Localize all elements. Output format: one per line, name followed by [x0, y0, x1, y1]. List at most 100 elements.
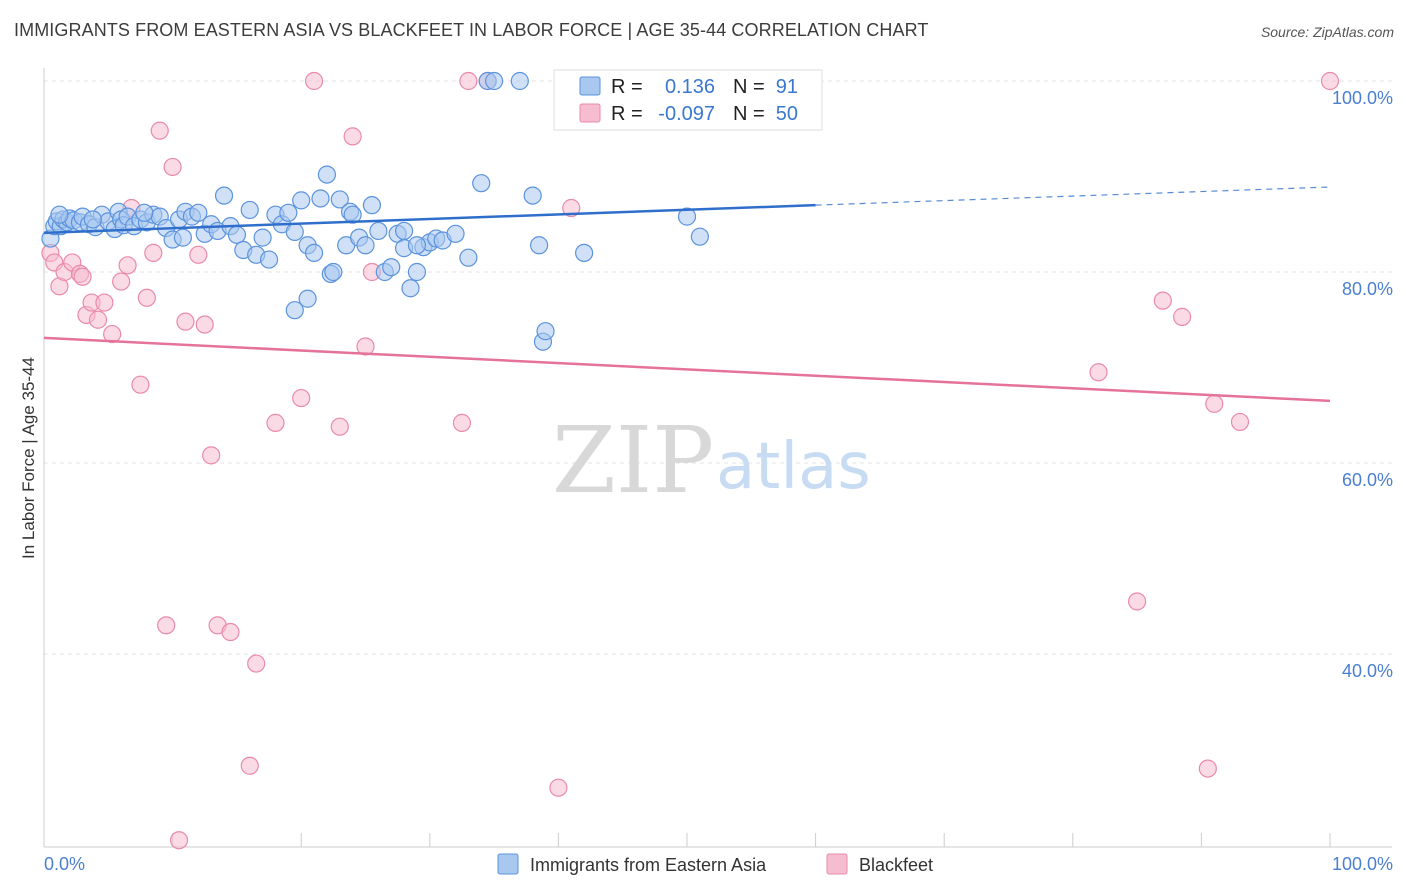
stats-n-value-pink: 50 — [776, 103, 798, 125]
eastern-asia-point-51 — [324, 262, 343, 282]
blackfeet-point-17 — [150, 121, 169, 140]
blackfeet-point-31 — [304, 71, 324, 91]
x-tick-label-max: 100.0% — [1332, 854, 1393, 874]
blackfeet-point-15 — [137, 288, 156, 307]
blackfeet-point-10 — [103, 324, 122, 344]
eastern-asia-point-47 — [304, 243, 324, 262]
y-tick-label-3: 40.0% — [1342, 661, 1393, 681]
blackfeet-point-28 — [247, 654, 266, 673]
blackfeet-point-12 — [118, 256, 137, 275]
blackfeet-point-9 — [95, 293, 114, 312]
blackfeet-point-20 — [169, 831, 189, 850]
blackfeet-point-16 — [144, 243, 163, 262]
stats-swatch-pink — [579, 103, 601, 123]
blackfeet-point-33 — [343, 127, 362, 146]
blackfeet-point-21 — [176, 312, 195, 331]
eastern-asia-point-84 — [298, 289, 317, 308]
blackfeet-point-39 — [549, 778, 568, 797]
trend-line-eastern-asia — [43, 203, 816, 235]
eastern-asia-points — [41, 71, 709, 351]
eastern-asia-point-72 — [472, 174, 491, 193]
eastern-asia-point-37 — [240, 200, 259, 220]
eastern-asia-point-75 — [510, 71, 529, 91]
eastern-asia-point-71 — [459, 248, 478, 267]
eastern-asia-point-44 — [285, 222, 304, 241]
stats-n-label-pink: N = — [733, 103, 765, 125]
stats-r-value-pink: -0.097 — [658, 103, 715, 125]
eastern-asia-point-89 — [173, 228, 192, 247]
blackfeet-point-45 — [1198, 759, 1217, 778]
blackfeet-point-23 — [195, 315, 214, 334]
blackfeet-point-34 — [356, 337, 375, 356]
blackfeet-point-11 — [112, 272, 131, 291]
eastern-asia-point-70 — [446, 224, 465, 243]
eastern-asia-point-39 — [253, 228, 272, 247]
blackfeet-point-29 — [266, 413, 285, 432]
stats-r-value-blue: 0.136 — [665, 76, 715, 98]
grid-layer — [44, 80, 1392, 655]
blackfeet-point-47 — [1230, 412, 1250, 432]
y-tick-label-1: 80.0% — [1342, 279, 1393, 299]
eastern-asia-point-35 — [227, 225, 246, 244]
legend-label-blackfeet[interactable]: Blackfeet — [859, 855, 933, 875]
blackfeet-point-43 — [1153, 291, 1172, 310]
y-tick-labels: 100.0% 80.0% 60.0% 40.0% — [1332, 88, 1393, 681]
blackfeet-point-32 — [330, 417, 349, 436]
legend-swatch-eastern-asia[interactable] — [497, 853, 519, 875]
blackfeet-point-36 — [452, 413, 472, 432]
eastern-asia-point-87 — [83, 210, 102, 229]
eastern-asia-point-86 — [407, 236, 427, 255]
blackfeet-point-30 — [292, 388, 311, 408]
stats-n-value-blue: 91 — [776, 76, 798, 98]
eastern-asia-point-40 — [259, 250, 279, 269]
watermark: ZIP atlas — [552, 407, 871, 514]
eastern-asia-point-64 — [401, 279, 420, 298]
blackfeet-point-37 — [459, 71, 478, 91]
eastern-asia-point-48 — [311, 189, 330, 208]
eastern-asia-point-49 — [317, 165, 337, 184]
blackfeet-point-46 — [1205, 394, 1224, 413]
watermark-atlas: atlas — [716, 430, 871, 504]
blackfeet-point-19 — [163, 157, 182, 177]
eastern-asia-point-45 — [292, 191, 311, 210]
eastern-asia-point-29 — [189, 203, 208, 222]
eastern-asia-point-55 — [343, 205, 362, 224]
chart-title: IMMIGRANTS FROM EASTERN ASIA VS BLACKFEE… — [14, 20, 929, 40]
eastern-asia-point-80 — [575, 243, 594, 262]
eastern-asia-point-79 — [536, 322, 555, 341]
blackfeet-point-24 — [202, 446, 221, 465]
stats-r-label-pink: R = — [611, 103, 643, 125]
blackfeet-point-8 — [88, 310, 108, 329]
blackfeet-point-49 — [73, 267, 92, 286]
stats-swatch-blue — [579, 76, 601, 96]
blackfeet-point-18 — [157, 616, 176, 635]
stats-legend-box: R = 0.136 N = 91 R = -0.097 N = 50 — [553, 69, 823, 131]
eastern-asia-point-77 — [530, 236, 549, 255]
eastern-asia-point-90 — [50, 205, 69, 224]
blackfeet-point-44 — [1173, 307, 1192, 326]
eastern-asia-point-61 — [382, 258, 401, 277]
eastern-asia-point-88 — [135, 203, 154, 222]
blackfeet-point-14 — [131, 375, 150, 394]
eastern-asia-point-82 — [690, 227, 709, 246]
eastern-asia-point-57 — [356, 236, 375, 255]
y-tick-label-0: 100.0% — [1332, 88, 1393, 108]
eastern-asia-point-58 — [362, 196, 382, 215]
trend-lines — [43, 186, 1331, 403]
blackfeet-point-48 — [1320, 71, 1340, 91]
stats-n-label-blue: N = — [733, 76, 765, 98]
eastern-asia-point-63 — [394, 221, 414, 241]
blackfeet-point-27 — [240, 756, 259, 775]
blackfeet-point-42 — [1127, 592, 1147, 611]
bottom-legend: Immigrants from Eastern Asia Blackfeet — [497, 853, 933, 875]
y-axis-label: In Labor Force | Age 35-44 — [19, 357, 38, 559]
eastern-asia-point-65 — [407, 262, 427, 282]
eastern-asia-point-59 — [369, 221, 388, 241]
blackfeet-point-22 — [189, 245, 208, 264]
legend-label-eastern-asia[interactable]: Immigrants from Eastern Asia — [530, 855, 767, 875]
legend-swatch-blackfeet[interactable] — [826, 853, 848, 875]
eastern-asia-point-76 — [523, 186, 542, 205]
eastern-asia-point-83 — [285, 301, 304, 320]
blackfeet-point-41 — [1089, 363, 1108, 382]
